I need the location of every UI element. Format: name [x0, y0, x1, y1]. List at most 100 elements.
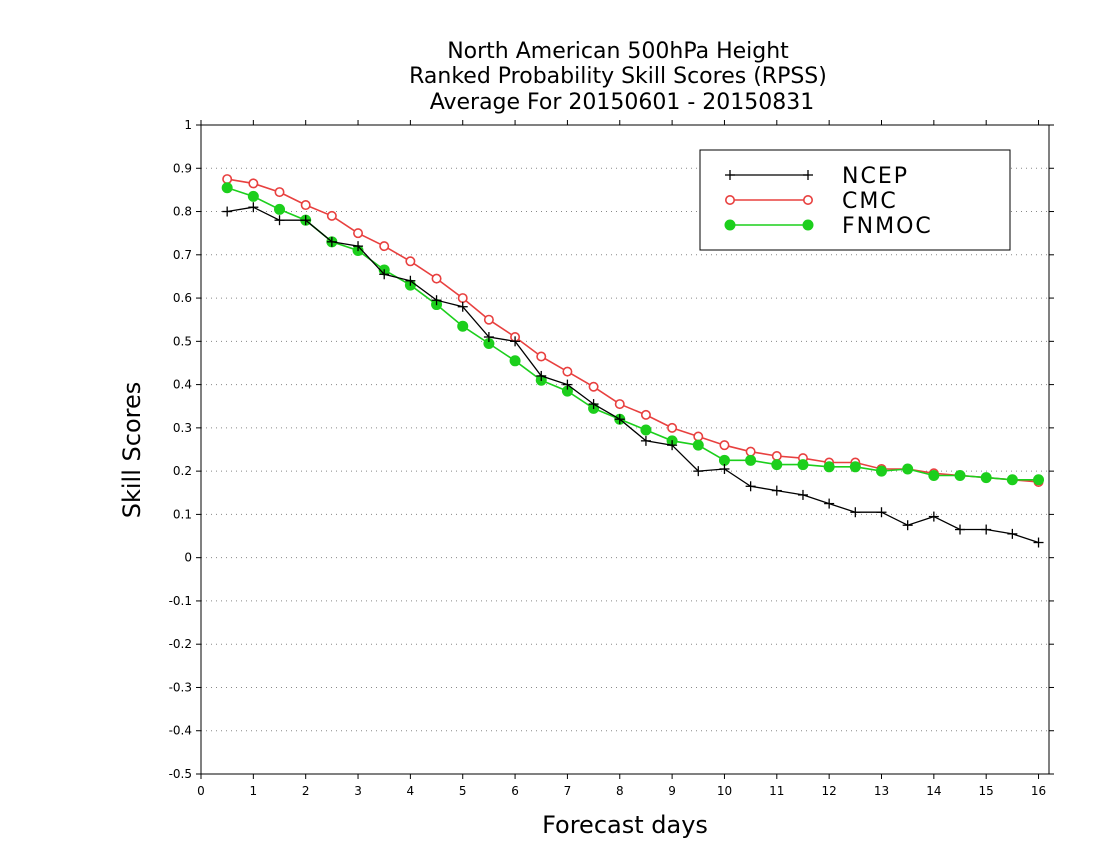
data-point-fnmoc [692, 439, 704, 451]
data-point-ncep [797, 489, 808, 500]
data-point-ncep [614, 414, 625, 425]
x-tick-label: 16 [1031, 784, 1046, 798]
legend-item-ncep: NCEP [725, 164, 909, 189]
data-point-ncep [902, 520, 913, 531]
data-point-ncep [562, 379, 573, 390]
data-point-fnmoc [849, 461, 861, 473]
data-point-cmc [693, 431, 704, 442]
x-tick-label: 4 [407, 784, 415, 798]
data-point-ncep [353, 241, 364, 252]
data-point-ncep [640, 435, 651, 446]
legend-item-fnmoc: FNMOC [724, 214, 933, 239]
data-point-fnmoc [274, 203, 286, 215]
data-point-ncep [588, 399, 599, 410]
data-point-fnmoc [1033, 474, 1045, 486]
legend-label-fnmoc: FNMOC [842, 214, 933, 239]
x-tick-label: 0 [197, 784, 205, 798]
data-point-ncep [483, 332, 494, 343]
axis-ticks: -0.5 -0.4 -0.3 -0.2 -0.1 0 0.1 0.2 0.3 0.4 0.5 0.6 0… [169, 118, 1054, 798]
data-point-cmc [719, 440, 730, 451]
data-point-cmc [667, 422, 678, 433]
y-tick-label: 0.8 [173, 205, 192, 219]
x-tick-label: 9 [668, 784, 676, 798]
legend-label-cmc: CMC [842, 189, 898, 214]
data-point-ncep [431, 295, 442, 306]
data-point-cmc [588, 381, 599, 392]
data-point-cmc [326, 210, 337, 221]
data-point-fnmoc [745, 454, 757, 466]
data-point-ncep [981, 524, 992, 535]
legend-item-cmc: CMC [724, 189, 898, 214]
y-tick-label: 0.5 [173, 334, 192, 348]
data-point-cmc [379, 241, 390, 252]
legend-marker [725, 170, 735, 180]
data-point-fnmoc [1006, 474, 1018, 486]
legend-marker [724, 195, 735, 206]
data-point-cmc [300, 200, 311, 211]
series-line-ncep [227, 206, 1039, 544]
x-tick-label: 10 [717, 784, 732, 798]
x-tick-label: 7 [564, 784, 572, 798]
y-tick-label: 0.2 [173, 464, 192, 478]
y-tick-label: -0.5 [169, 767, 192, 781]
data-point-fnmoc [797, 459, 809, 471]
series-ncep [222, 202, 1044, 548]
data-point-ncep [457, 301, 468, 312]
legend-marker [724, 219, 736, 231]
data-point-cmc [248, 178, 259, 189]
data-point-cmc [274, 187, 285, 198]
data-point-fnmoc [875, 465, 887, 477]
data-point-ncep [745, 481, 756, 492]
data-point-cmc [745, 446, 756, 457]
x-tick-label: 11 [769, 784, 784, 798]
data-point-ncep [771, 485, 782, 496]
y-tick-label: -0.1 [169, 594, 192, 608]
data-point-cmc [457, 293, 468, 304]
data-point-ncep [248, 202, 259, 213]
data-point-fnmoc [980, 472, 992, 484]
x-tick-label: 15 [979, 784, 994, 798]
data-point-fnmoc [640, 424, 652, 436]
y-tick-label: -0.3 [169, 680, 192, 694]
data-point-ncep [1007, 528, 1018, 539]
data-point-ncep [274, 215, 285, 226]
data-point-ncep [405, 275, 416, 286]
data-point-fnmoc [221, 182, 233, 194]
x-tick-label: 3 [354, 784, 362, 798]
legend-marker [802, 219, 814, 231]
data-point-ncep [850, 507, 861, 518]
y-tick-label: 0.4 [173, 378, 192, 392]
data-point-ncep [379, 269, 390, 280]
chart-title: North American 500hPa Height Ranked Prob… [409, 39, 827, 115]
y-tick-label: 0.3 [173, 421, 192, 435]
x-tick-label: 6 [511, 784, 519, 798]
data-point-fnmoc [902, 463, 914, 475]
x-tick-label: 1 [250, 784, 258, 798]
y-tick-label: 0.1 [173, 507, 192, 521]
data-point-ncep [955, 524, 966, 535]
x-tick-label: 5 [459, 784, 467, 798]
data-point-ncep [693, 466, 704, 477]
data-point-ncep [719, 463, 730, 474]
data-point-cmc [562, 366, 573, 377]
data-point-ncep [824, 498, 835, 509]
data-point-cmc [640, 409, 651, 420]
x-tick-label: 13 [874, 784, 889, 798]
y-tick-label: 1 [184, 118, 192, 132]
data-point-fnmoc [928, 469, 940, 481]
legend-label-ncep: NCEP [842, 164, 909, 189]
plot-frame [200, 124, 1050, 775]
data-point-cmc [614, 399, 625, 410]
y-tick-label: 0.9 [173, 161, 192, 175]
data-point-cmc [483, 314, 494, 325]
y-axis-label: Skill Scores [118, 382, 146, 519]
y-tick-label: 0.7 [173, 248, 192, 262]
data-point-ncep [536, 370, 547, 381]
x-tick-label: 8 [616, 784, 624, 798]
data-point-cmc [405, 256, 416, 267]
data-point-fnmoc [509, 355, 521, 367]
data-point-cmc [431, 273, 442, 284]
data-point-cmc [353, 228, 364, 239]
